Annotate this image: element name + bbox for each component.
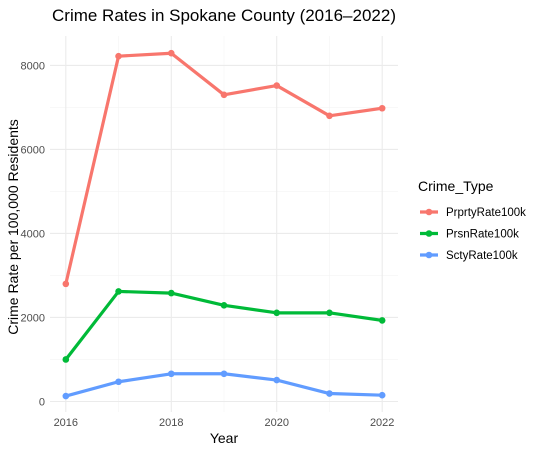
data-point [220, 370, 228, 378]
legend-key-point [425, 208, 433, 216]
x-axis-title: Year [210, 430, 239, 446]
series-SctyRate100k [62, 370, 386, 400]
data-point [115, 378, 122, 386]
x-tick-label: 2020 [264, 417, 288, 429]
x-tick-label: 2016 [54, 417, 78, 429]
legend-label: PrprtyRate100k [446, 207, 526, 219]
y-tick-label: 6000 [21, 144, 45, 156]
data-point [378, 317, 386, 324]
data-point [326, 309, 333, 317]
data-point [273, 82, 281, 89]
data-point [167, 289, 175, 297]
legend-key-point [425, 251, 433, 259]
data-point [115, 52, 122, 60]
data-point [273, 376, 281, 384]
series-PrprtyRate100k [62, 49, 386, 288]
y-axis-title: Crime Rate per 100,000 Residents [5, 119, 21, 335]
data-point [62, 280, 70, 288]
y-tick-label: 0 [39, 396, 45, 408]
x-tick-label: 2018 [159, 417, 183, 429]
y-tick-label: 4000 [21, 228, 45, 240]
legend-label: SctyRate100k [446, 250, 518, 262]
chart-title: Crime Rates in Spokane County (2016–2022… [52, 6, 396, 25]
data-point [62, 356, 70, 363]
legend-label: PrsnRate100k [446, 229, 519, 241]
series-PrsnRate100k [62, 288, 386, 363]
x-tick-label: 2022 [370, 417, 394, 429]
data-point [167, 49, 175, 57]
plot-area [62, 49, 386, 400]
data-point [326, 112, 333, 120]
data-point [220, 91, 228, 99]
legend: Crime_Type PrprtyRate100k PrsnRate100k Sct… [418, 178, 526, 262]
legend-key-point [425, 230, 433, 237]
data-point [62, 392, 70, 400]
data-point [378, 104, 386, 112]
data-point [115, 288, 122, 295]
x-axis: 2016 2018 2020 2022 [54, 417, 395, 429]
legend-title: Crime_Type [418, 178, 494, 194]
y-tick-label: 8000 [21, 60, 45, 72]
data-point [378, 391, 386, 399]
legend-item: PrsnRate100k [420, 229, 519, 241]
grid [50, 36, 398, 412]
legend-item: PrprtyRate100k [420, 207, 526, 219]
data-point [220, 301, 228, 309]
legend-item: SctyRate100k [420, 250, 518, 262]
data-point [167, 370, 175, 378]
y-tick-label: 2000 [21, 312, 45, 324]
data-point [326, 390, 333, 397]
y-axis: 0 2000 4000 6000 8000 [21, 60, 45, 408]
data-point [273, 309, 281, 317]
